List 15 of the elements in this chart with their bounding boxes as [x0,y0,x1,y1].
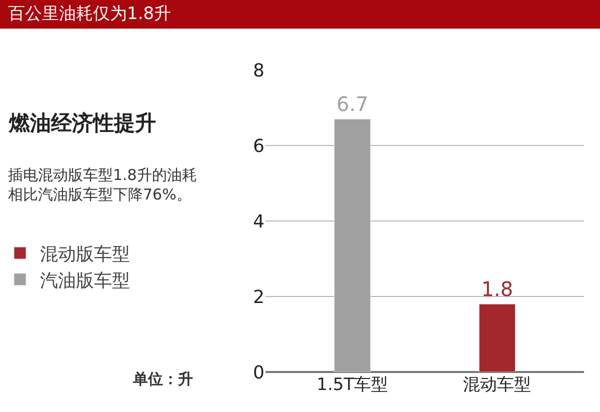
text: 百公里油耗仅为1.8升 [8,4,172,24]
y-tick-label: 6 [253,136,264,157]
data-label: 6.7 [336,92,368,116]
y-tick-label: 4 [253,211,264,232]
y-tick-label: 2 [253,286,264,308]
legend-label: 混动版车型 [40,244,130,266]
x-tick-label: 1.5T车型 [316,375,388,395]
text: 插电混动版车型1.8升的油耗相比汽油版车型下降76%。 [8,166,197,204]
x-tick-label: 混动车型 [463,375,532,395]
data-label: 1.8 [481,277,514,302]
text: 燃油经济性提升 [8,111,156,135]
legend-label: 汽油版车型 [40,270,130,292]
y-tick-label: 8 [253,60,264,82]
y-tick-label: 0 [253,362,264,384]
text: 单位：升 [132,370,193,388]
